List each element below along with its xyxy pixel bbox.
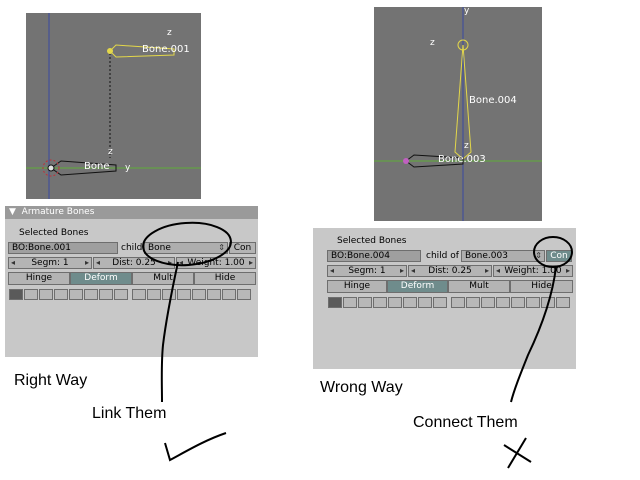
left-circle-marking [142,220,233,268]
cross-icon [504,438,531,468]
left-arrow-line [162,262,178,402]
checkmark-icon [165,433,226,460]
right-arrow-line [511,267,556,402]
right-circle-marking [534,237,572,267]
